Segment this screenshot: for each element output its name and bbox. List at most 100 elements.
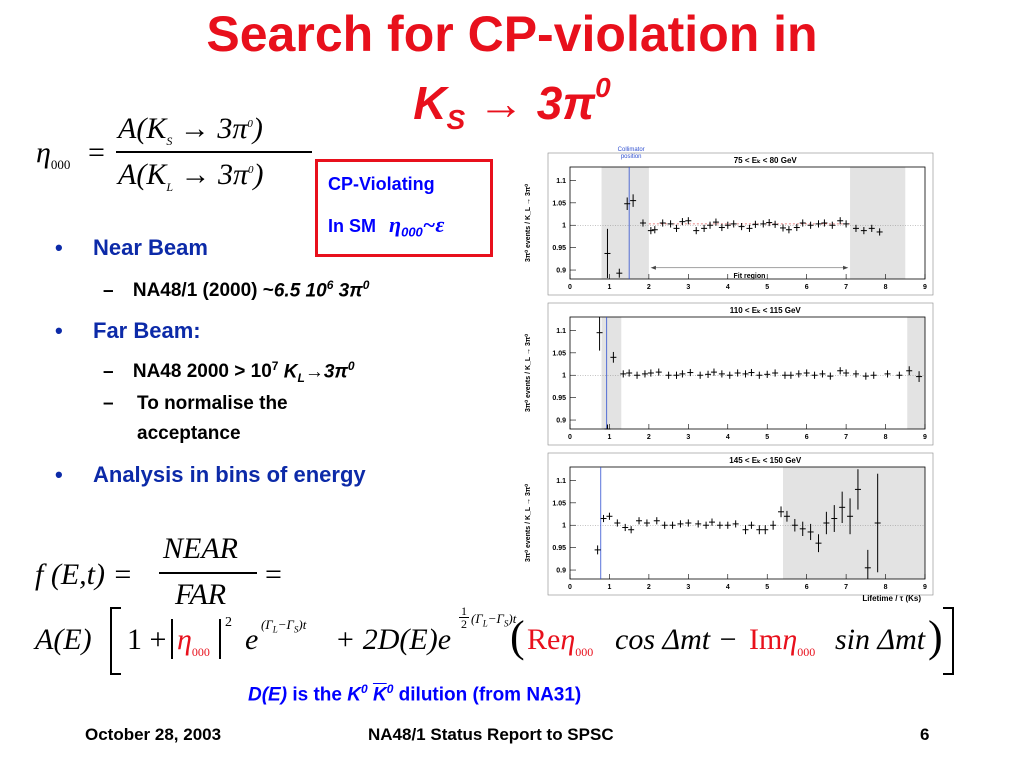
cp-violating-box: CP-Violating In SM η000~ε	[315, 159, 493, 257]
y-tick-label: 0.9	[556, 268, 566, 275]
a-exp1: e	[245, 623, 259, 656]
a-im: Imη000	[749, 623, 816, 659]
a-eta: η000	[177, 623, 210, 659]
f-fraction-bar	[159, 572, 257, 574]
x-tick-label: 1	[607, 284, 611, 291]
slide-title-line1: Search for CP-violation in	[206, 6, 818, 62]
f-lhs: f (E,t) =	[35, 558, 133, 591]
a-one-plus: 1 +	[127, 623, 167, 656]
f-equals: =	[265, 558, 282, 591]
x-tick-label: 1	[607, 434, 611, 441]
y-tick-label: 1.1	[556, 328, 566, 335]
x-tick-label: 4	[726, 284, 730, 291]
a-abs-right	[219, 619, 221, 659]
plot-frame	[569, 316, 926, 430]
a-exp2-sup: (ΓL−ΓS)t	[471, 611, 517, 629]
footer-page-number: 6	[920, 725, 930, 744]
x-tick-label: 0	[568, 284, 572, 291]
a-half: 1 2	[459, 604, 469, 631]
x-tick-label: 5	[765, 284, 769, 291]
shaded-region	[850, 167, 906, 279]
shaded-region	[601, 317, 622, 429]
ratio-plot-panel-1: 0.9 0.95 1 1.05 1.1 0 1 2 3 4 5 6 7 8 9 75 < Eₖ < 80 Ge…	[524, 147, 934, 296]
a-exp1-sup: (ΓL−ΓS)t	[261, 617, 307, 635]
cp-box-line2: In SM η000~ε	[328, 212, 445, 240]
a-paren-right: )	[928, 612, 943, 661]
x-tick-label: 9	[923, 584, 927, 591]
bullet-near-beam: • Near Beam	[55, 235, 208, 260]
x-tick-label: 1	[607, 584, 611, 591]
x-tick-label: 3	[686, 584, 690, 591]
ratio-plot-panel-2: 0.9 0.95 1 1.05 1.1 0 1 2 3 4 5 6 7 8 9 110 < Eₖ < 115 …	[524, 302, 934, 446]
fit-region-arrowhead	[843, 265, 849, 270]
eta-equals: =	[88, 136, 105, 169]
x-tick-label: 4	[726, 584, 730, 591]
y-axis-label: 3π⁰ events / K_L → 3π⁰	[524, 184, 532, 262]
x-axis-label: Lifetime / τ (Ks)	[862, 594, 921, 603]
x-tick-label: 0	[568, 434, 572, 441]
eta-denominator: A(KL → 3π0)	[118, 158, 264, 194]
y-tick-label: 1	[562, 523, 566, 530]
f-numerator: NEAR	[163, 532, 238, 565]
x-tick-label: 8	[884, 284, 888, 291]
x-tick-label: 6	[805, 434, 809, 441]
a-left-bracket	[110, 607, 121, 675]
footer-date: October 28, 2003	[85, 725, 222, 744]
bullet-far-beam-sub1: – NA48 2000 > 107 KL→3π0	[103, 359, 355, 386]
y-tick-label: 0.95	[552, 395, 566, 402]
y-tick-label: 1.05	[552, 350, 566, 357]
title-k-sub: S	[446, 104, 466, 135]
y-axis-label: 3π⁰ events / K_L → 3π⁰	[524, 334, 532, 412]
f-formula: f (E,t) = NEAR FAR =	[35, 530, 295, 611]
y-tick-label: 1.05	[552, 200, 566, 207]
dilution-note: D(E) is the K0 K0 dilution (from NA31)	[248, 682, 582, 706]
shaded-region	[783, 467, 925, 579]
a-formula: A(E) 1 + η000 2 e (ΓL−ΓS)t + 2D(E)e 1 2 …	[35, 605, 960, 680]
ratio-plot-panel-3: 0.9 0.95 1 1.05 1.1 0 1 2 3 4 5 6 7 8 9 145 < Eₖ < 150 …	[524, 452, 934, 603]
title-k: K	[413, 77, 447, 129]
x-tick-label: 6	[805, 584, 809, 591]
title-3pi-sup: 0	[595, 72, 611, 103]
y-tick-label: 0.9	[556, 568, 566, 575]
plot-frame	[569, 166, 926, 280]
a-re: Reη000	[527, 623, 594, 659]
x-tick-label: 5	[765, 584, 769, 591]
plot-title: 110 < Eₖ < 115 GeV	[730, 306, 802, 315]
y-tick-label: 0.95	[552, 545, 566, 552]
footer-center: NA48/1 Status Report to SPSC	[368, 725, 614, 744]
x-tick-label: 3	[686, 434, 690, 441]
y-tick-label: 1.1	[556, 478, 566, 485]
eta-numerator: A(KS → 3π0)	[118, 112, 263, 148]
title-arrow: →	[478, 77, 524, 129]
x-tick-label: 2	[647, 434, 651, 441]
x-tick-label: 8	[884, 434, 888, 441]
collimator-annotation: Collimator	[618, 147, 645, 153]
fit-region-arrowhead	[650, 265, 656, 270]
plot-title: 145 < Eₖ < 150 GeV	[729, 456, 802, 465]
y-tick-label: 1	[562, 373, 566, 380]
bullet-near-beam-sub1: – NA48/1 (2000) ~6.5 106 3π0	[103, 278, 370, 302]
cp-box-line1: CP-Violating	[328, 174, 435, 194]
x-tick-label: 9	[923, 284, 927, 291]
x-tick-label: 3	[686, 284, 690, 291]
y-tick-label: 0.9	[556, 418, 566, 425]
x-tick-label: 0	[568, 584, 572, 591]
a-plus-2d: + 2D(E)e	[335, 623, 452, 656]
eta-formula: η000 = A(KS → 3π0) A(KL → 3π0)	[28, 108, 318, 198]
plot-frame	[569, 466, 926, 580]
fit-region-label: Fit region	[734, 273, 766, 280]
a-abs-left	[171, 619, 173, 659]
x-tick-label: 2	[647, 284, 651, 291]
shaded-region	[907, 317, 925, 429]
x-tick-label: 5	[765, 434, 769, 441]
x-tick-label: 8	[884, 584, 888, 591]
x-tick-label: 2	[647, 584, 651, 591]
x-tick-label: 6	[805, 284, 809, 291]
f-denominator: FAR	[175, 578, 227, 611]
y-tick-label: 0.95	[552, 245, 566, 252]
a-cos: cos Δmt −	[615, 623, 738, 656]
x-tick-label: 7	[844, 284, 848, 291]
y-tick-label: 1	[562, 223, 566, 230]
collimator-annotation: position	[621, 154, 642, 160]
